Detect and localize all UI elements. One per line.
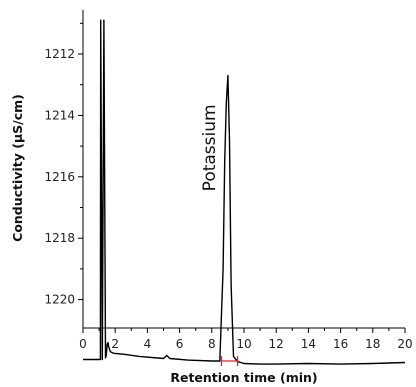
x-tick-label: 18	[365, 337, 380, 351]
y-ticks: 1212 1214 1216 1218 1220	[44, 22, 83, 307]
x-tick-label: 0	[79, 337, 87, 351]
integration-marker	[220, 356, 239, 366]
y-tick-label: 1218	[44, 231, 75, 245]
x-ticks: 0 2 4 6 8 10 12 14 16 18 20	[79, 328, 413, 351]
x-tick-label: 16	[333, 337, 348, 351]
x-tick-label: 20	[397, 337, 412, 351]
y-tick-label: 1220	[44, 293, 75, 307]
x-tick-label: 10	[236, 337, 251, 351]
y-tick-label: 1212	[44, 47, 75, 61]
x-tick-label: 8	[208, 337, 216, 351]
x-tick-label: 6	[176, 337, 184, 351]
y-axis-title: Conductivity (µS/cm)	[10, 94, 25, 242]
x-tick-label: 12	[269, 337, 284, 351]
x-axis-title: Retention time (min)	[170, 370, 317, 385]
axes	[82, 10, 405, 329]
x-tick-label: 2	[111, 337, 119, 351]
series-line	[83, 19, 406, 365]
y-tick-label: 1214	[44, 108, 75, 122]
y-tick-label: 1216	[44, 170, 75, 184]
x-tick-label: 14	[301, 337, 316, 351]
x-tick-label: 4	[144, 337, 152, 351]
annotation-potassium: Potassium	[200, 104, 220, 191]
